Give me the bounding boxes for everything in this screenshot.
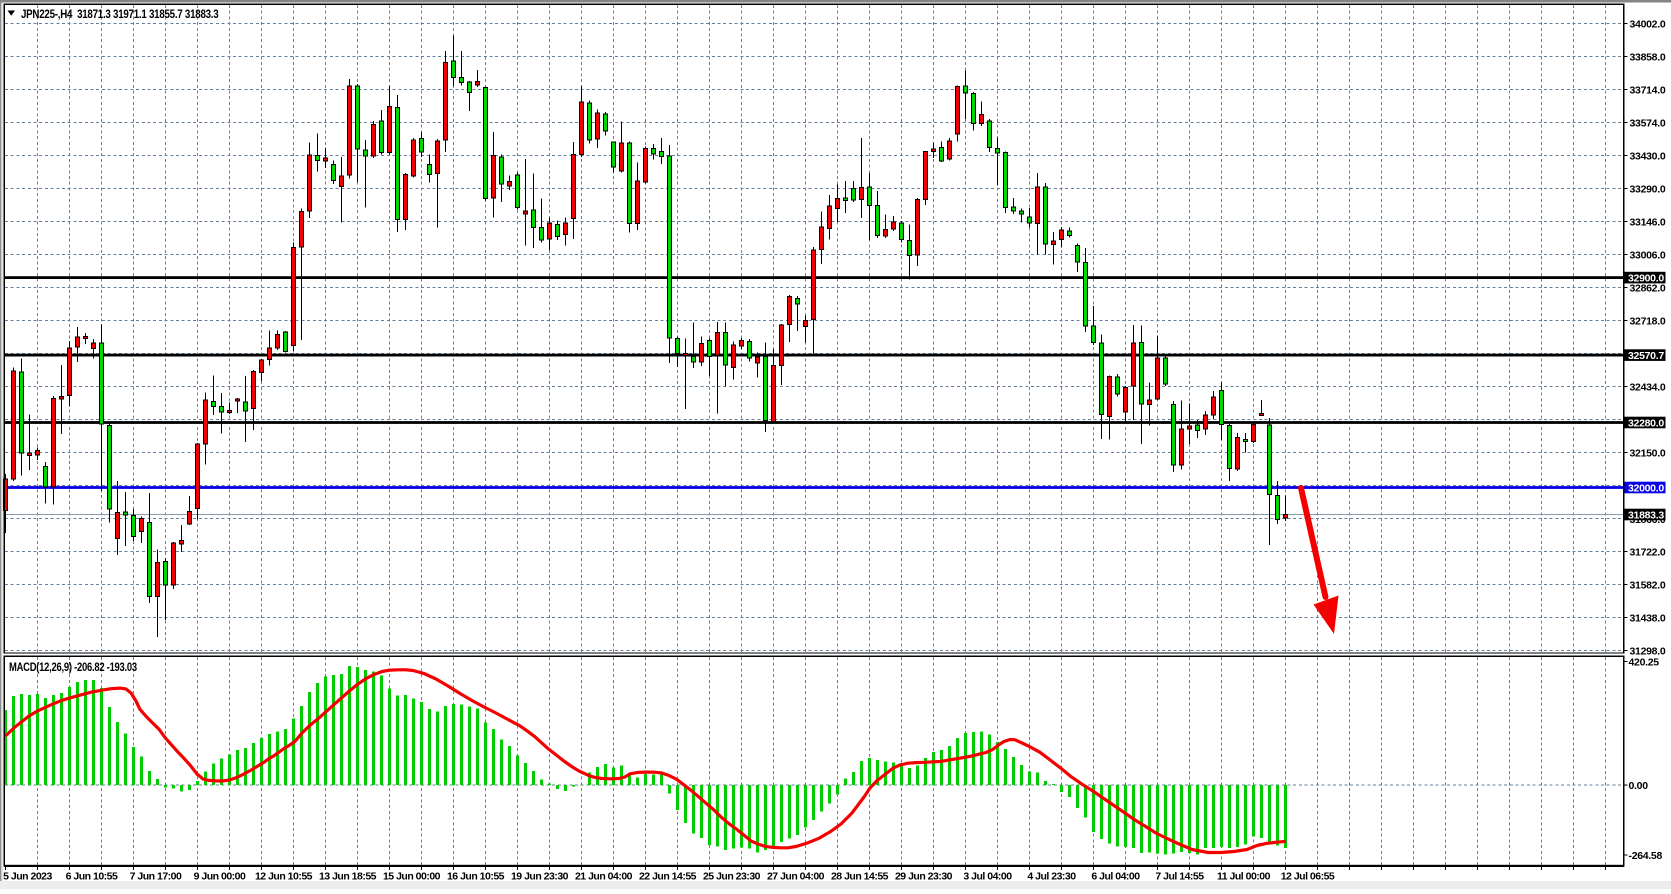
svg-text:33146.0: 33146.0	[1630, 217, 1666, 229]
svg-text:32150.0: 32150.0	[1630, 448, 1666, 460]
svg-text:0.00: 0.00	[1629, 780, 1649, 792]
svg-text:33430.0: 33430.0	[1630, 151, 1666, 163]
svg-text:31438.0: 31438.0	[1630, 613, 1666, 625]
svg-text:32862.0: 32862.0	[1630, 283, 1666, 295]
svg-text:31298.0: 31298.0	[1630, 646, 1666, 658]
svg-text:15 Jun 00:00: 15 Jun 00:00	[383, 871, 441, 883]
svg-text:12 Jun 10:55: 12 Jun 10:55	[255, 871, 313, 883]
svg-text:31582.0: 31582.0	[1630, 580, 1666, 592]
svg-text:5 Jun 2023: 5 Jun 2023	[3, 871, 52, 883]
svg-text:7 Jul 14:55: 7 Jul 14:55	[1155, 871, 1204, 883]
svg-text:33006.0: 33006.0	[1630, 250, 1666, 262]
svg-text:12 Jul 06:55: 12 Jul 06:55	[1281, 871, 1335, 883]
svg-text:21 Jun 04:00: 21 Jun 04:00	[575, 871, 633, 883]
svg-text:4 Jul 23:30: 4 Jul 23:30	[1027, 871, 1076, 883]
svg-text:31883.3: 31883.3	[1628, 510, 1664, 522]
svg-text:6 Jun 10:55: 6 Jun 10:55	[66, 871, 118, 883]
svg-text:6 Jul 04:00: 6 Jul 04:00	[1091, 871, 1140, 883]
svg-text:JPN225-,H4 31871.3 31971.1 31: JPN225-,H4 31871.3 31971.1 31855.7 31883…	[21, 8, 219, 21]
svg-text:34002.0: 34002.0	[1630, 19, 1666, 31]
svg-text:16 Jun 10:55: 16 Jun 10:55	[447, 871, 505, 883]
svg-text:32718.0: 32718.0	[1630, 316, 1666, 328]
svg-text:11 Jul 00:00: 11 Jul 00:00	[1217, 871, 1271, 883]
svg-text:3 Jul 04:00: 3 Jul 04:00	[963, 871, 1012, 883]
svg-text:32900.0: 32900.0	[1628, 273, 1664, 285]
svg-text:25 Jun 23:30: 25 Jun 23:30	[703, 871, 761, 883]
svg-text:9 Jun 00:00: 9 Jun 00:00	[194, 871, 246, 883]
svg-text:-264.58: -264.58	[1629, 850, 1663, 862]
svg-text:7 Jun 17:00: 7 Jun 17:00	[130, 871, 182, 883]
svg-text:420.25: 420.25	[1629, 657, 1660, 669]
svg-text:33290.0: 33290.0	[1630, 184, 1666, 196]
svg-text:32434.0: 32434.0	[1630, 382, 1666, 394]
svg-text:33858.0: 33858.0	[1630, 52, 1666, 64]
svg-text:31722.0: 31722.0	[1630, 547, 1666, 559]
svg-text:13 Jun 18:55: 13 Jun 18:55	[319, 871, 377, 883]
svg-text:22 Jun 14:55: 22 Jun 14:55	[639, 871, 697, 883]
svg-text:33714.0: 33714.0	[1630, 85, 1666, 97]
svg-text:27 Jun 04:00: 27 Jun 04:00	[767, 871, 825, 883]
svg-text:29 Jun 23:30: 29 Jun 23:30	[895, 871, 953, 883]
svg-text:28 Jun 14:55: 28 Jun 14:55	[831, 871, 889, 883]
svg-text:32280.0: 32280.0	[1628, 418, 1664, 430]
svg-text:19 Jun 23:30: 19 Jun 23:30	[511, 871, 569, 883]
svg-text:MACD(12,26,9) -206.82 -193.03: MACD(12,26,9) -206.82 -193.03	[9, 661, 137, 674]
svg-text:32570.7: 32570.7	[1628, 350, 1664, 362]
svg-text:32000.0: 32000.0	[1628, 483, 1664, 495]
svg-text:33574.0: 33574.0	[1630, 118, 1666, 130]
